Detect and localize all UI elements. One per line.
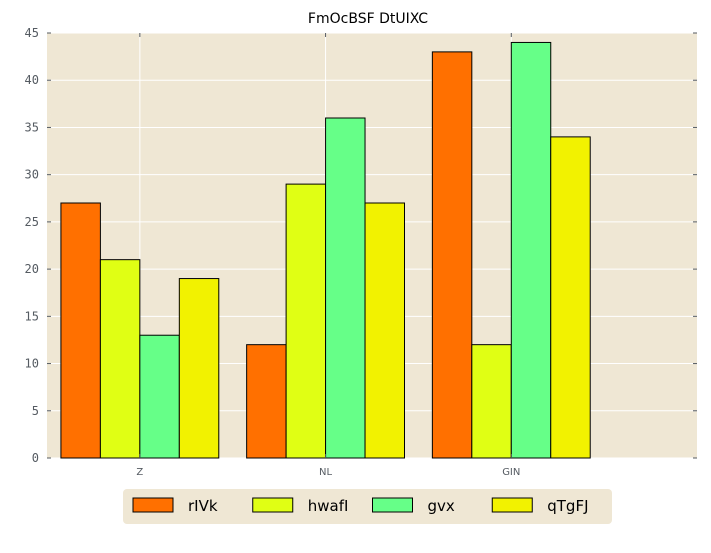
bar-hwafI-GIN bbox=[471, 344, 512, 459]
bar-qTgFJ-Z bbox=[178, 278, 220, 459]
legend-label-gvx: gvx bbox=[428, 497, 455, 515]
x-tick-label: GIN bbox=[502, 467, 520, 478]
legend-box bbox=[123, 489, 612, 524]
bar-rIVk-GIN bbox=[431, 51, 473, 459]
y-tick-label: 0 bbox=[32, 451, 39, 465]
legend-label-rIVk: rIVk bbox=[188, 497, 218, 515]
y-tick-label: 45 bbox=[25, 26, 39, 40]
y-tick-label: 35 bbox=[25, 120, 39, 134]
legend-swatch-qTgFJ bbox=[491, 497, 533, 513]
y-tick-label: 5 bbox=[32, 404, 39, 418]
bar-hwafI-NL bbox=[285, 183, 327, 459]
y-tick-label: 15 bbox=[25, 309, 39, 323]
bar-gvx-GIN bbox=[510, 41, 552, 459]
legend-swatch-gvx bbox=[372, 497, 413, 513]
y-tick-label: 20 bbox=[25, 262, 39, 276]
bar-rIVk-Z bbox=[60, 202, 101, 459]
bars bbox=[60, 41, 591, 459]
legend-label-hwafI: hwafI bbox=[308, 497, 349, 515]
y-tick-label: 40 bbox=[25, 73, 39, 87]
bar-gvx-Z bbox=[139, 334, 180, 459]
legend-swatch-hwafI bbox=[252, 497, 294, 513]
legend: rIVk hwafI gvx qTgFJ bbox=[123, 489, 612, 524]
y-tick-label: 30 bbox=[25, 168, 39, 182]
bar-rIVk-NL bbox=[246, 344, 287, 459]
x-tick-label: NL bbox=[319, 467, 332, 478]
bar-gvx-NL bbox=[325, 117, 366, 459]
y-tick-label: 10 bbox=[25, 357, 39, 371]
bar-qTgFJ-NL bbox=[364, 202, 405, 459]
x-tick-label: Z bbox=[136, 467, 143, 478]
y-tick-label: 25 bbox=[25, 215, 39, 229]
axes: 0 5 10 15 20 25 30 35 40 45 Z NL GIN bbox=[25, 26, 697, 478]
legend-swatch-rIVk bbox=[132, 497, 174, 513]
legend-label-qTgFJ: qTgFJ bbox=[547, 497, 588, 515]
bar-hwafI-Z bbox=[99, 259, 141, 459]
bar-qTgFJ-GIN bbox=[550, 136, 591, 459]
chart-title: FmOcBSF DtUIXC bbox=[308, 11, 428, 27]
